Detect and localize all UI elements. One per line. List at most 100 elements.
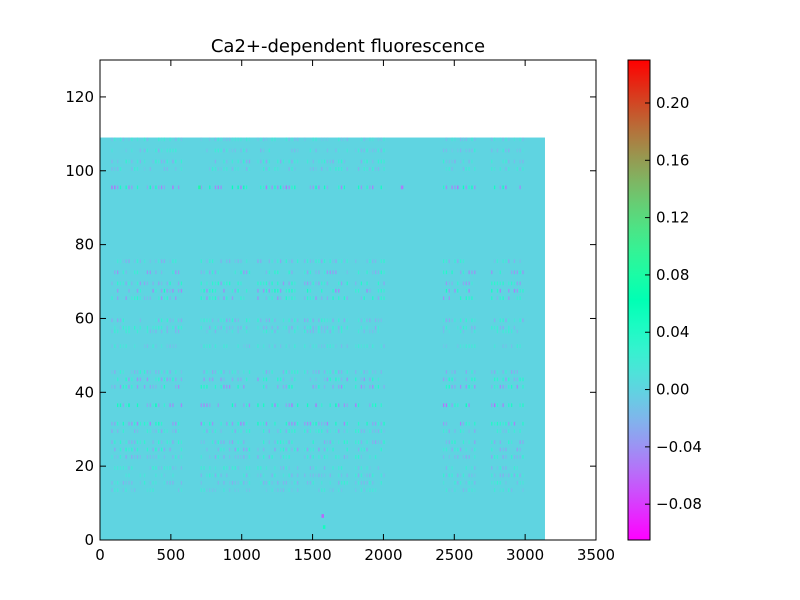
heatmap-cell	[163, 137, 166, 142]
heatmap-cell	[271, 488, 273, 492]
heatmap-cell	[285, 480, 287, 485]
heatmap-cell	[502, 473, 504, 478]
heatmap-cell	[326, 421, 329, 426]
heatmap-cell	[508, 384, 510, 389]
heatmap-cell	[374, 455, 377, 459]
heatmap-cell	[226, 281, 228, 286]
heatmap-cell	[465, 288, 467, 293]
heatmap-cell	[329, 377, 331, 382]
heatmap-cell	[245, 447, 248, 452]
heatmap-cell	[279, 455, 282, 459]
colorbar-tick-label: 0.08	[656, 266, 689, 284]
x-tick-label: 2000	[364, 546, 402, 564]
heatmap-cell	[496, 370, 499, 374]
heatmap-cell	[245, 429, 248, 433]
heatmap-cell	[143, 421, 146, 426]
heatmap-cell	[522, 403, 524, 408]
heatmap-cell	[158, 325, 160, 330]
heatmap-event	[322, 525, 326, 529]
heatmap-cell	[312, 329, 314, 334]
heatmap-cell	[223, 480, 225, 485]
heatmap-cell	[360, 384, 363, 389]
heatmap-cell	[442, 270, 445, 275]
heatmap-cell	[119, 370, 122, 374]
heatmap-cell	[516, 281, 518, 286]
heatmap-cell	[160, 429, 163, 433]
heatmap-cell	[172, 377, 174, 382]
heatmap-cell	[294, 137, 296, 142]
heatmap-cell	[268, 281, 270, 286]
heatmap-cell	[172, 325, 174, 330]
heatmap-cell	[155, 403, 157, 408]
heatmap-cell	[234, 318, 236, 323]
heatmap-cell	[146, 421, 149, 426]
heatmap-cell	[383, 296, 385, 300]
heatmap-cell	[338, 440, 340, 444]
heatmap-cell	[448, 377, 450, 382]
heatmap-cell	[499, 440, 501, 444]
heatmap-cell	[228, 488, 231, 492]
heatmap-cell	[279, 296, 282, 300]
heatmap-cell	[128, 473, 130, 478]
heatmap-cell	[245, 259, 248, 264]
heatmap-cell	[377, 429, 380, 433]
heatmap-cell	[516, 447, 518, 452]
heatmap-cell	[474, 325, 476, 330]
heatmap-cell	[474, 421, 476, 426]
heatmap-cell	[117, 466, 119, 470]
heatmap-cell	[374, 325, 377, 330]
heatmap-cell	[268, 288, 270, 293]
heatmap-cell	[360, 447, 363, 452]
heatmap-cell	[445, 281, 448, 286]
heatmap-cell	[200, 488, 202, 492]
heatmap-cell	[374, 421, 377, 426]
heatmap-cell	[522, 137, 524, 142]
heatmap-cell	[231, 137, 234, 142]
heatmap-cell	[372, 377, 374, 382]
heatmap-cell	[206, 148, 208, 153]
heatmap-cell	[380, 137, 382, 142]
heatmap-cell	[245, 167, 248, 171]
heatmap-cell	[323, 488, 326, 492]
heatmap-cell	[209, 377, 211, 382]
heatmap-cell	[471, 281, 473, 286]
heatmap-cell	[134, 167, 136, 171]
heatmap-cell	[519, 429, 521, 433]
heatmap-cell	[234, 480, 236, 485]
plot-frame	[99, 59, 597, 541]
heatmap-cell	[271, 473, 273, 478]
heatmap-cell	[265, 137, 268, 142]
heatmap-cell	[139, 148, 141, 153]
heatmap-cell	[312, 466, 314, 470]
heatmap-cell	[111, 159, 113, 164]
heatmap-cell	[243, 447, 245, 452]
heatmap-cell	[271, 318, 273, 323]
heatmap-event	[400, 185, 404, 190]
heatmap-cell	[134, 259, 136, 264]
heatmap-cell	[139, 480, 141, 485]
heatmap-cell	[114, 329, 116, 334]
heatmap-cell	[114, 488, 116, 492]
heatmap-cell	[493, 318, 496, 323]
heatmap-cell	[122, 421, 124, 426]
heatmap-cell	[357, 480, 360, 485]
heatmap-cell	[451, 384, 453, 389]
heatmap-cell	[166, 377, 168, 382]
heatmap-cell	[445, 473, 448, 478]
heatmap-cell	[163, 480, 166, 485]
heatmap-cell	[163, 288, 166, 293]
heatmap-cell	[366, 325, 368, 330]
heatmap-cell	[369, 488, 371, 492]
heatmap-cell	[338, 259, 340, 264]
heatmap-cell	[312, 167, 314, 171]
heatmap-cell	[200, 455, 202, 459]
heatmap-cell	[143, 259, 146, 264]
heatmap-cell	[223, 455, 225, 459]
heatmap-cell	[462, 440, 465, 444]
heatmap-cell	[206, 344, 208, 348]
heatmap-cell	[326, 318, 329, 323]
heatmap-cell	[158, 403, 160, 408]
heatmap-cell	[332, 259, 334, 264]
heatmap-cell	[448, 159, 450, 164]
heatmap-cell	[228, 480, 231, 485]
